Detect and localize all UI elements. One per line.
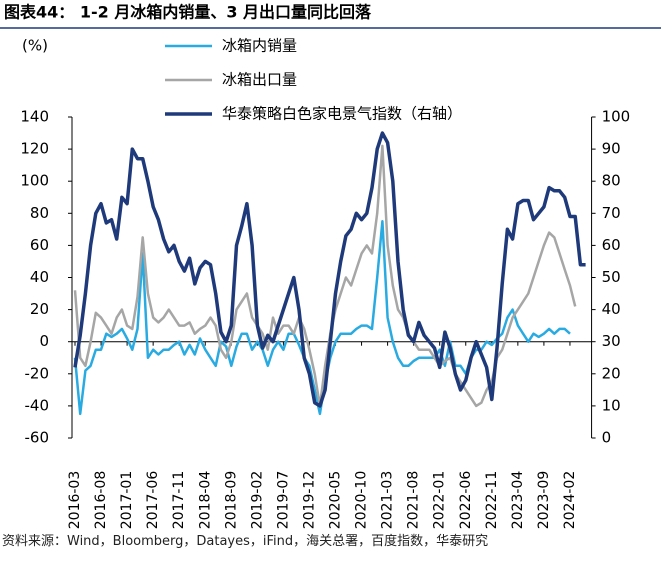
x-tick-label: 2023-09	[536, 471, 552, 530]
x-tick-label: 2019-12	[301, 471, 317, 530]
y2-tick-label: 70	[602, 204, 621, 222]
y-tick-label: -20	[25, 364, 50, 382]
x-tick-label: 2017-11	[171, 471, 187, 530]
x-tick-label: 2016-08	[93, 471, 109, 530]
y2-tick-label: 40	[602, 300, 621, 318]
y-tick-label: -60	[25, 429, 50, 447]
legend-label: 冰箱出口量	[222, 71, 297, 89]
y-tick-label: 120	[20, 140, 49, 158]
y-tick-label: 0	[39, 332, 49, 350]
source-note: 资料来源：Wind，Bloomberg，Datayes，iFind，海关总署，百…	[2, 534, 489, 549]
y-tick-label: 60	[30, 236, 49, 254]
y2-tick-label: 50	[602, 268, 621, 286]
y-tick-label: 40	[30, 268, 49, 286]
legend-label: 华泰策略白色家电景气指数（右轴）	[222, 105, 462, 123]
x-tick-label: 2021-08	[406, 471, 422, 530]
x-tick-label: 2020-05	[328, 471, 344, 530]
x-tick-label: 2018-09	[223, 471, 239, 530]
series-line	[73, 144, 577, 408]
x-tick-label: 2024-02	[562, 471, 578, 530]
y-tick-label: 140	[20, 108, 49, 126]
x-tick-label: 2020-10	[354, 471, 370, 530]
y2-tick-label: 80	[602, 172, 621, 190]
x-tick-label: 2017-06	[145, 471, 161, 530]
y2-tick-label: 30	[602, 332, 621, 350]
x-tick-label: 2017-01	[119, 471, 135, 530]
x-tick-label: 2022-06	[458, 471, 474, 530]
x-tick-label: 2023-04	[510, 471, 526, 530]
x-tick-label: 2019-07	[275, 471, 291, 530]
x-tick-label: 2018-04	[197, 471, 213, 530]
y2-tick-label: 100	[602, 108, 631, 126]
y-tick-label: 100	[20, 172, 49, 190]
series-line	[73, 131, 586, 408]
chart-title: 图表44： 1-2 月冰箱内销量、3 月出口量同比回落	[4, 3, 372, 22]
y2-tick-label: 0	[602, 429, 612, 447]
chart: 图表44： 1-2 月冰箱内销量、3 月出口量同比回落 (%) -60 -40 -2…	[0, 3, 661, 530]
x-tick-label: 2022-11	[484, 471, 500, 530]
y2-tick-label: 60	[602, 236, 621, 254]
y2-tick-label: 20	[602, 364, 621, 382]
y-tick-label: 80	[30, 204, 49, 222]
y2-tick-label: 90	[602, 140, 621, 158]
x-tick-label: 2021-03	[380, 471, 396, 530]
x-tick-label: 2019-02	[249, 471, 265, 530]
y-tick-label: 20	[30, 300, 49, 318]
y2-tick-label: 10	[602, 396, 621, 414]
x-tick-label: 2016-03	[67, 471, 83, 530]
y-tick-label: -40	[25, 396, 50, 414]
y-axis-label: (%)	[22, 37, 48, 55]
legend-label: 冰箱内销量	[222, 37, 297, 55]
x-tick-label: 2022-01	[432, 471, 448, 530]
